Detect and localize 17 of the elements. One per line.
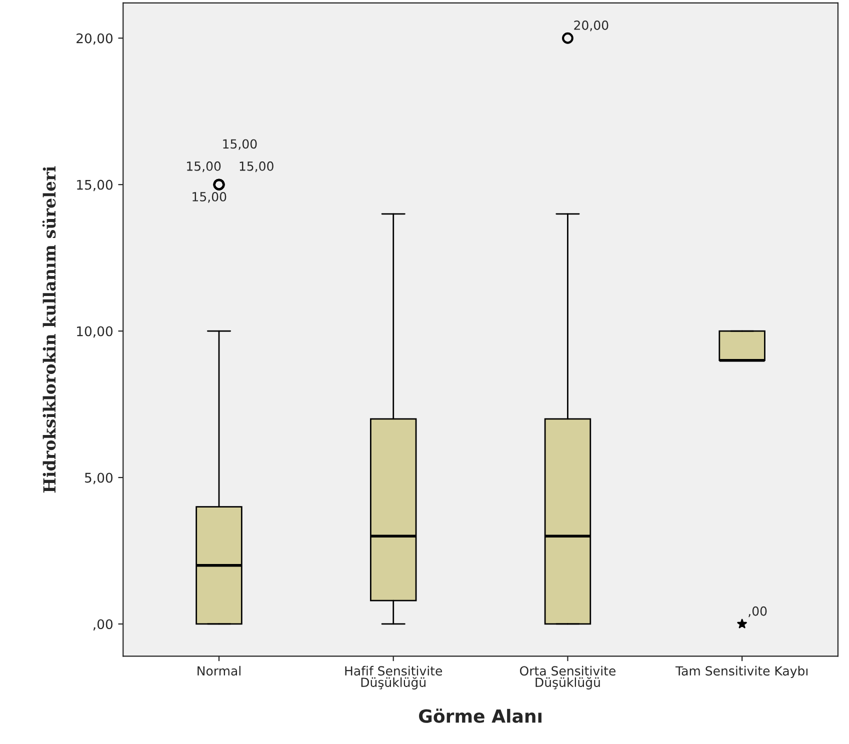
x-tick-label: Orta Sensitivite Düşüklüğü [520, 666, 616, 690]
annotation: 20,00 [574, 20, 608, 32]
y-tick-label: 20,00 [76, 33, 113, 45]
annotation: 15,00 [187, 161, 221, 172]
y-tick-label: 15,00 [77, 180, 113, 192]
x-axis-title: Görme Alanı [419, 708, 542, 723]
annotation: 15,00 [240, 161, 274, 172]
x-tick-label: Tam Sensitivite Kaybı [675, 666, 808, 678]
x-tick-label: Normal [198, 666, 240, 676]
x-tick-label: Hafif Sensitivite Düşüklüğü [345, 666, 442, 690]
annotation: 15,00 [192, 192, 226, 203]
annotation: 15,00 [223, 139, 257, 150]
y-tick-label: 5,00 [85, 472, 113, 484]
annotation: ,00 [748, 606, 767, 618]
y-tick-label: ,00 [93, 619, 113, 631]
y-axis-title: Hidroksiklorokin kullanım süreleri [42, 166, 56, 493]
y-tick-label: 10,00 [77, 326, 113, 338]
